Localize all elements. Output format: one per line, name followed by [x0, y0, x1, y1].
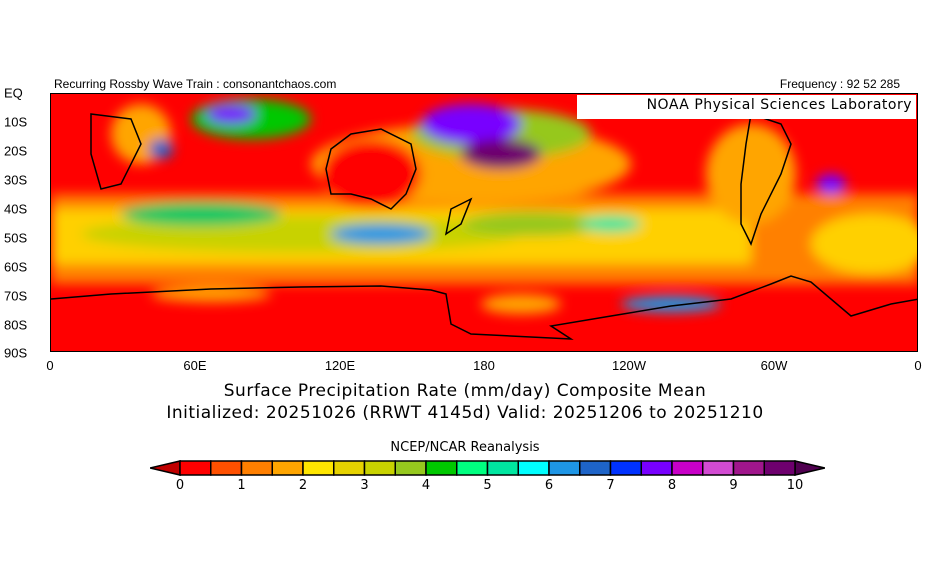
y-label-50s: 50S	[4, 230, 28, 246]
map-subtitle: Initialized: 20251026 (RRWT 4145d) Valid…	[166, 403, 764, 423]
colorbar	[150, 460, 825, 476]
source-caption: Recurring Rossby Wave Train : consonantc…	[54, 77, 337, 91]
precipitation-map	[50, 93, 918, 352]
y-label-eq: EQ	[4, 85, 23, 101]
y-label-20s: 20S	[4, 143, 28, 159]
y-label-80s: 80S	[4, 317, 28, 333]
colorbar-tick-label: 4	[421, 478, 431, 493]
y-label-90s: 90S	[4, 345, 28, 361]
colorbar-tick-label: 9	[729, 478, 738, 493]
colorbar-under-triangle	[150, 460, 181, 476]
colorbar-source: NCEP/NCAR Reanalysis	[390, 440, 540, 455]
x-label-0: 0	[46, 358, 54, 373]
colorbar-swatch	[456, 460, 489, 476]
colorbar-swatch	[394, 460, 427, 476]
colorbar-swatch	[732, 460, 765, 476]
y-label-10s: 10S	[4, 114, 28, 130]
colorbar-tick-label: 0	[175, 478, 185, 493]
colorbar-swatch	[702, 460, 735, 476]
y-label-40s: 40S	[4, 201, 28, 217]
colorbar-swatch	[179, 460, 212, 476]
colorbar-tick-label: 1	[237, 478, 246, 493]
colorbar-tick-label: 6	[544, 478, 554, 493]
x-label-120e: 120E	[324, 358, 356, 373]
colorbar-swatch	[579, 460, 612, 476]
colorbar-tick-label: 8	[667, 478, 677, 493]
colorbar-swatch	[517, 460, 550, 476]
y-label-60s: 60S	[4, 259, 28, 275]
colorbar-swatch	[671, 460, 704, 476]
x-label-60e: 60E	[183, 358, 207, 373]
x-label-60w: 60W	[760, 358, 788, 373]
colorbar-swatch	[763, 460, 796, 476]
y-label-30s: 30S	[4, 172, 28, 188]
colorbar-swatch	[302, 460, 335, 476]
frequency-caption: Frequency : 92 52 285	[779, 77, 900, 91]
colorbar-swatch	[271, 460, 304, 476]
map-title: Surface Precipitation Rate (mm/day) Comp…	[223, 381, 707, 401]
colorbar-swatch	[548, 460, 581, 476]
colorbar-swatch	[240, 460, 273, 476]
colorbar-tick-label: 3	[360, 478, 369, 493]
colorbar-tick-label: 10	[786, 478, 804, 493]
colorbar-swatch	[333, 460, 366, 476]
colorbar-tick-label: 5	[483, 478, 492, 493]
colorbar-swatch	[640, 460, 673, 476]
lab-label: NOAA Physical Sciences Laboratory	[577, 95, 916, 119]
colorbar-tick-label: 2	[298, 478, 308, 493]
colorbar-over-triangle	[794, 460, 825, 476]
colorbar-swatch	[486, 460, 519, 476]
colorbar-swatch	[425, 460, 458, 476]
x-label-180: 180	[473, 358, 495, 373]
x-label-0-end: 0	[914, 358, 922, 373]
colorbar-swatch	[609, 460, 642, 476]
colorbar-swatch	[210, 460, 243, 476]
y-label-70s: 70S	[4, 288, 28, 304]
colorbar-swatch	[363, 460, 396, 476]
x-label-120w: 120W	[612, 358, 646, 373]
colorbar-tick-label: 7	[606, 478, 615, 493]
